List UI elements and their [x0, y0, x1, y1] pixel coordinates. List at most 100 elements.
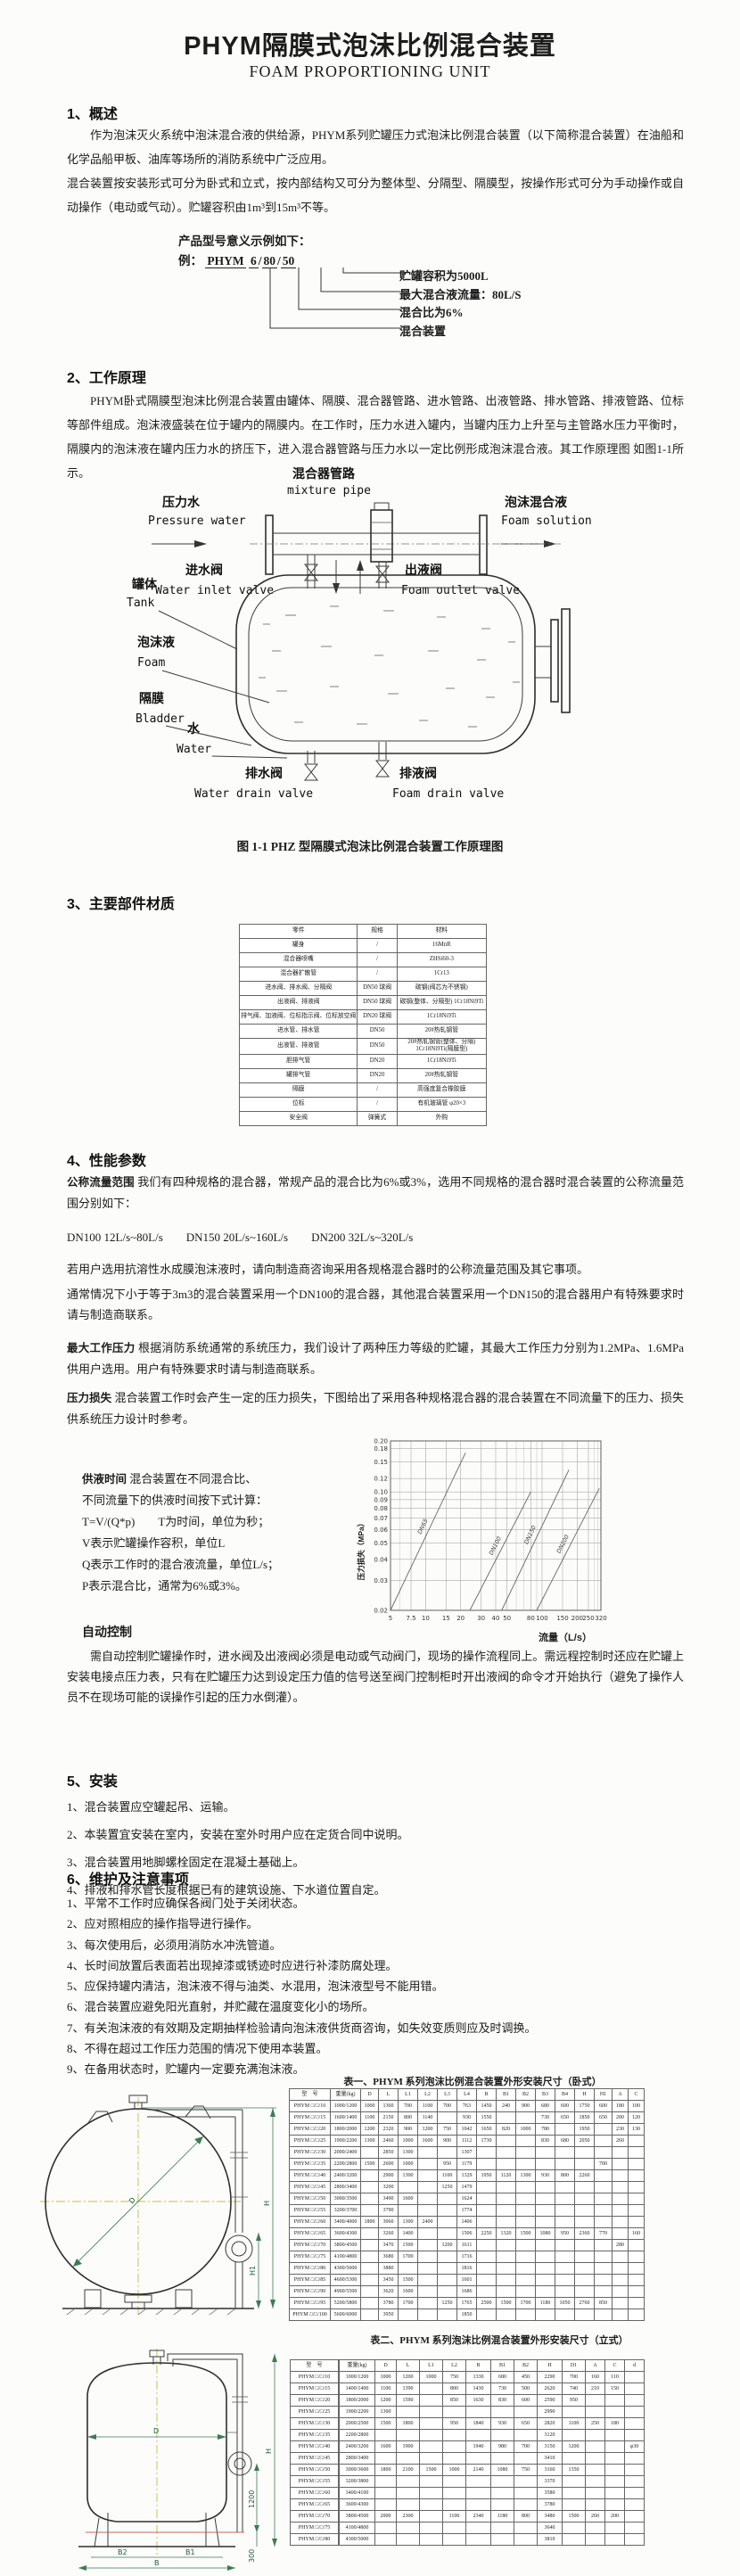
table-cell — [476, 2239, 497, 2251]
dim-300-label: 300 — [248, 2549, 256, 2563]
column-header: B — [465, 2359, 491, 2372]
table-cell — [398, 2262, 418, 2275]
table-cell — [419, 2522, 443, 2534]
series-label: DN150 — [522, 1525, 538, 1546]
svg-text:320: 320 — [595, 1615, 606, 1622]
table-cell: ZHSi60-3 — [396, 952, 488, 967]
table-cell — [594, 2239, 613, 2251]
table-cell — [419, 2533, 443, 2546]
water-inlet-valve-drawing — [303, 555, 319, 588]
table-cell: 3480 — [537, 2510, 563, 2523]
table-cell: 1816 — [456, 2262, 477, 2275]
table-cell — [604, 2394, 625, 2407]
table-cell — [515, 2193, 536, 2205]
table-cell: 1600/1400 — [330, 2111, 361, 2124]
table-cell: 1200 — [417, 2123, 438, 2136]
table-row: PHYM □/□/65 3600/4300 3260 1400 1506 2250 1320… — [289, 2227, 645, 2240]
list-item: T=V/(Q*p) T为时间，单位为秒； — [82, 1515, 270, 1528]
table-cell — [419, 2440, 443, 2453]
table-row: PHYM □/□/65 — [290, 2498, 339, 2511]
table-cell: 1200 — [360, 2123, 379, 2136]
table-cell: 1500 — [419, 2464, 443, 2476]
table-cell — [604, 2452, 625, 2465]
table-cell: 1500 — [374, 2417, 397, 2430]
table-cell: 800 — [514, 2510, 538, 2523]
table-cell — [535, 2193, 555, 2205]
model-connector-lines — [269, 267, 402, 329]
table-cell: 外购 — [396, 1110, 488, 1126]
table-cell — [555, 2239, 575, 2251]
table-cell — [360, 2181, 379, 2193]
svg-text:0.07: 0.07 — [374, 1515, 388, 1522]
table-cell — [496, 2135, 516, 2147]
column-header: L2 — [417, 2088, 438, 2101]
table-cell — [476, 2193, 497, 2205]
table-cell — [585, 2475, 605, 2488]
table-cell: 1850 — [574, 2111, 595, 2124]
table-cell: 160 — [585, 2371, 605, 2383]
table-cell: 1730 — [476, 2135, 497, 2147]
table-cell — [374, 2522, 397, 2534]
table-cell: 1250 — [437, 2181, 457, 2193]
table-cell — [442, 2487, 466, 2499]
list-item: 3、混合装置用地脚螺栓固定在混凝土基础上。 — [67, 1856, 305, 1869]
table-cell — [437, 2274, 457, 2286]
table-cell: 210 — [585, 2383, 605, 2395]
working-principle-diagram: 混合器管路 mixture pipe 压力水 Pressure water 泡沫… — [127, 466, 592, 801]
pressure-loss-paragraph: 压力损失 混合装置工作时会产生一定的压力损失，下图给出了采用各种规格混合器的混合… — [67, 1387, 684, 1429]
dim-b2-label: B2 — [118, 2548, 127, 2556]
table-cell: 3800/4500 — [339, 2510, 375, 2523]
table-cell — [417, 2251, 438, 2263]
model-intro: 产品型号意义示例如下： — [178, 235, 311, 248]
table-cell — [624, 2371, 645, 2383]
table-cell: 450 — [514, 2371, 538, 2383]
table-cell: 3260 — [378, 2227, 399, 2240]
table-cell: 1250 — [437, 2297, 457, 2309]
table-cell: 2760 — [574, 2297, 595, 2309]
table-cell: 1940 — [465, 2440, 491, 2453]
table-row: PHYM □/□/80 4300/5000 3880 1816 — [289, 2262, 645, 2275]
table-cell — [398, 2204, 418, 2217]
table-row: 1900/2200 1300 2990 — [339, 2406, 645, 2418]
table-cell — [612, 2309, 629, 2321]
table-cell — [360, 2251, 379, 2263]
table-cell: 4300/5000 — [339, 2533, 375, 2546]
table-cell — [419, 2498, 443, 2511]
table-cell — [515, 2216, 536, 2228]
table-row: PHYM □/□/60 3400/4000 1800 3060 1300 2400 1406 — [289, 2216, 645, 2228]
table-cell: 1000 — [360, 2100, 379, 2112]
column-header: L — [378, 2088, 399, 2101]
table-cell — [555, 2123, 575, 2136]
table-cell: 1Cr18Ni9Ti — [396, 1053, 488, 1069]
table-cell — [442, 2429, 466, 2441]
tank-pipework — [147, 2109, 253, 2309]
table1-horizontal-dimensions: 型 号重量(kg) D L L1 L2 L3 L4 B B1 B2 B3 B4 H H1 A C PHYM □/… — [289, 2088, 645, 2321]
model-part-series: PHYM — [205, 254, 246, 268]
table-row: PHYM □/□/45 — [290, 2452, 339, 2465]
table-row: 隔膜 / 高强度复合橡胶膜 — [238, 1082, 488, 1098]
table-row: 3200/3800 3370 — [339, 2475, 645, 2488]
table-cell — [490, 2429, 514, 2441]
table-cell: 750 — [514, 2464, 538, 2476]
table-cell — [419, 2406, 443, 2418]
table-cell: 3640 — [537, 2522, 563, 2534]
svg-text:0.06: 0.06 — [374, 1527, 388, 1534]
table-cell: 3780 — [378, 2297, 399, 2309]
svg-text:0.10: 0.10 — [374, 1489, 388, 1496]
table-cell: 2850 — [378, 2146, 399, 2159]
table-cell: 1300 — [360, 2135, 379, 2147]
column-header: D1 — [562, 2359, 586, 2372]
svg-text:150: 150 — [556, 1615, 568, 1622]
water-drain-valve-label-cn: 排水阀 — [245, 766, 283, 781]
table-cell — [555, 2309, 575, 2321]
table-cell — [624, 2487, 645, 2499]
table-cell — [535, 2251, 555, 2263]
table-cell: 700 — [562, 2371, 586, 2383]
table-cell — [476, 2216, 497, 2228]
table-cell: DN50 球阀 — [357, 981, 398, 996]
table-cell: 1120 — [496, 2169, 516, 2182]
svg-text:15: 15 — [442, 1615, 450, 1622]
table-cell: 3950 — [378, 2309, 399, 2321]
table-cell: 700 — [398, 2100, 418, 2112]
table-cell: 130 — [628, 2123, 645, 2136]
